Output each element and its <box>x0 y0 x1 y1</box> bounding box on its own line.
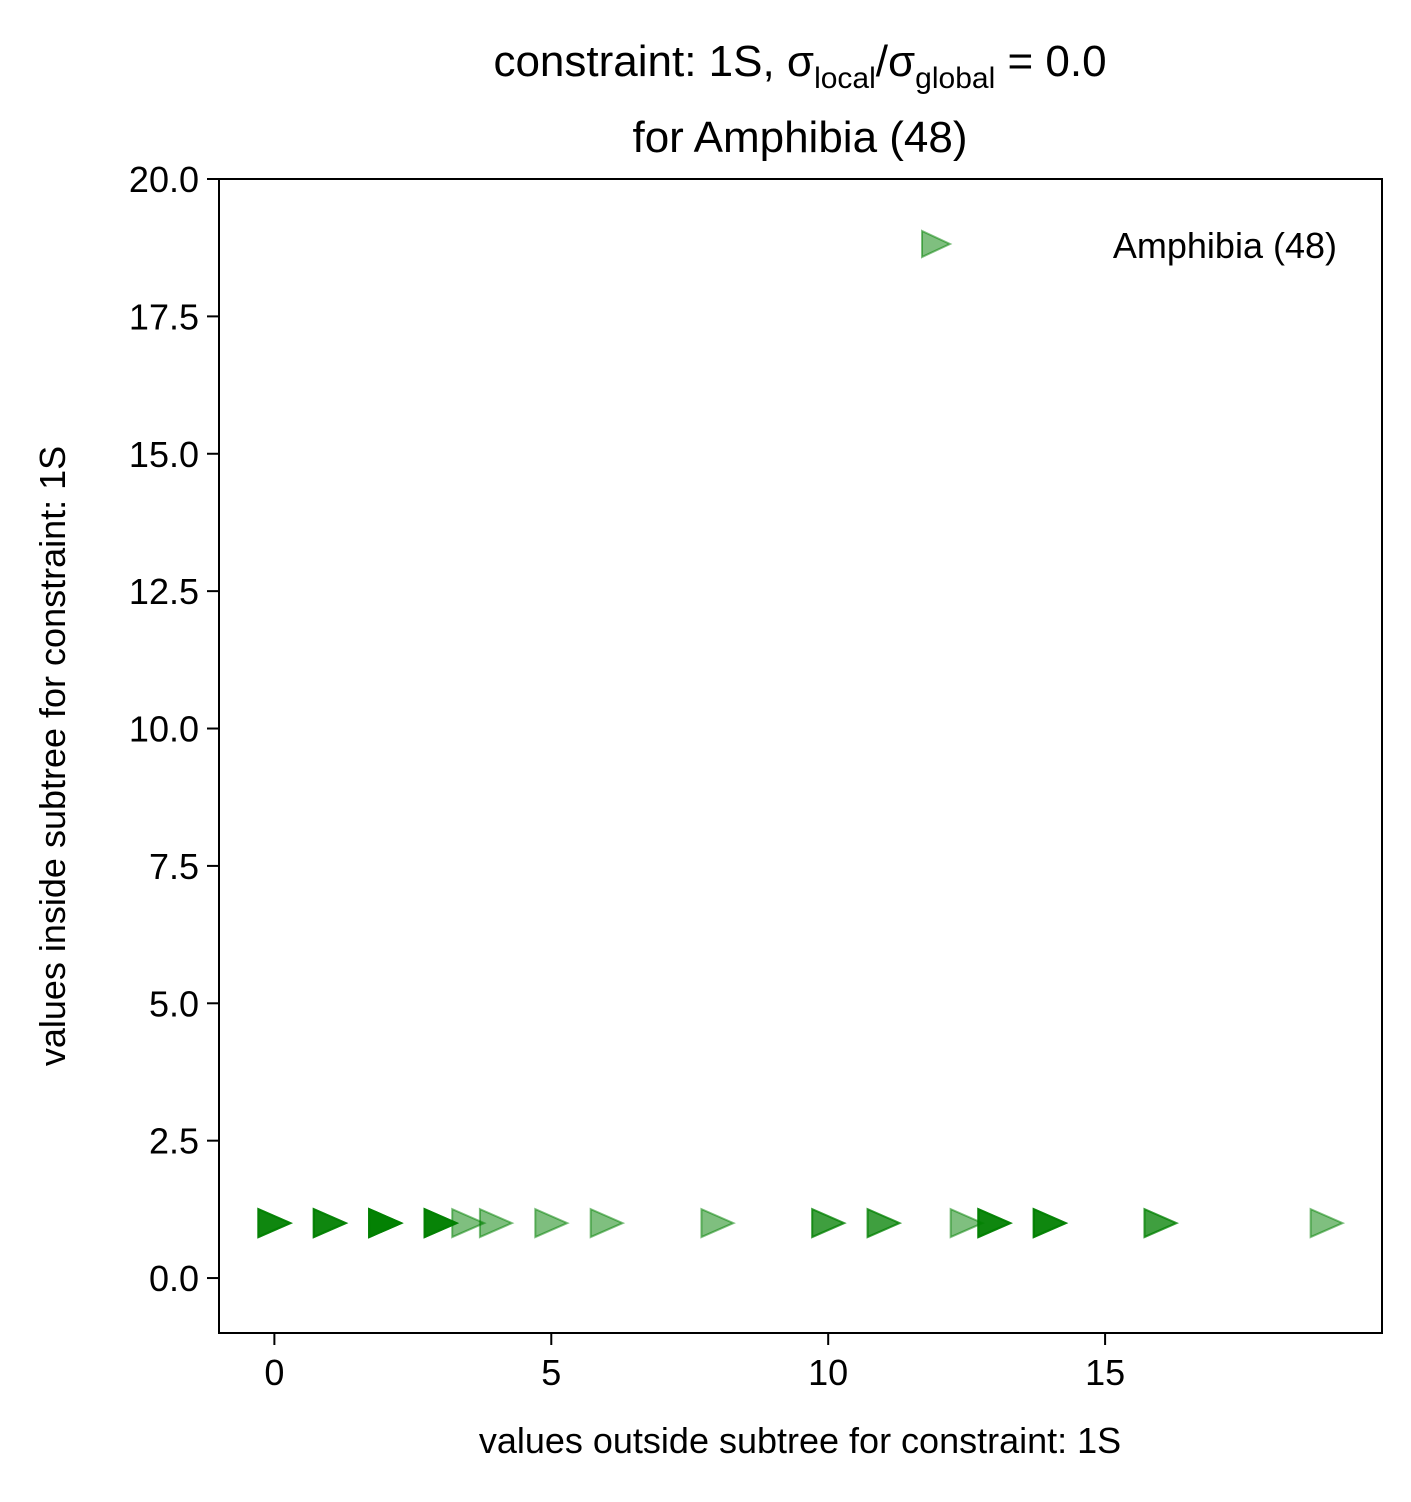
y-tick-label: 12.5 <box>129 571 199 612</box>
data-point-triangle <box>312 1207 349 1239</box>
data-point-triangle <box>1309 1207 1346 1239</box>
y-axis-label: values inside subtree for constraint: 1S <box>32 446 73 1066</box>
data-point-triangle <box>811 1207 847 1239</box>
data-point-triangle <box>589 1207 626 1239</box>
legend-entry-label: Amphibia (48) <box>1113 225 1337 266</box>
data-point-triangle <box>949 1207 986 1239</box>
data-point-triangle <box>257 1207 293 1239</box>
data-point-triangle <box>700 1207 736 1239</box>
x-axis-label: values outside subtree for constraint: 1… <box>479 1420 1121 1461</box>
y-tick-label: 17.5 <box>129 296 199 337</box>
y-tick-label: 10.0 <box>129 709 199 750</box>
x-tick-label: 0 <box>264 1352 284 1393</box>
y-tick-label: 7.5 <box>149 846 199 887</box>
data-point-triangle <box>977 1207 1013 1239</box>
data-point-triangle <box>534 1207 570 1239</box>
data-point-triangle <box>866 1207 903 1239</box>
x-tick-label: 5 <box>541 1352 561 1393</box>
data-point-triangle <box>423 1207 460 1239</box>
plot-area-frame <box>218 178 1383 1334</box>
y-axis-ticks: 0.0 2.5 5.0 7.5 10.0 12.5 15.0 17.5 20.0 <box>129 159 219 1299</box>
y-tick-label: 2.5 <box>149 1121 199 1162</box>
data-point-triangle <box>451 1207 487 1239</box>
legend-marker-triangle-right-icon <box>921 229 953 259</box>
y-tick-label: 0.0 <box>149 1258 199 1299</box>
x-tick-label: 15 <box>1085 1352 1125 1393</box>
data-point-triangle <box>368 1207 404 1239</box>
chart-title-line2: for Amphibia (48) <box>632 113 967 162</box>
data-markers <box>257 1207 1346 1239</box>
y-tick-label: 20.0 <box>129 159 199 200</box>
y-tick-label: 15.0 <box>129 434 199 475</box>
x-axis-ticks: 0 5 10 15 <box>264 1333 1125 1393</box>
data-point-triangle <box>1143 1207 1179 1239</box>
y-tick-label: 5.0 <box>149 983 199 1024</box>
x-tick-label: 10 <box>808 1352 848 1393</box>
legend: Amphibia (48) <box>921 225 1337 266</box>
chart-title-line1: constraint: 1S, σlocal/σglobal = 0.0 <box>493 37 1106 95</box>
data-point-triangle <box>1032 1207 1069 1239</box>
data-point-triangle <box>478 1207 515 1239</box>
